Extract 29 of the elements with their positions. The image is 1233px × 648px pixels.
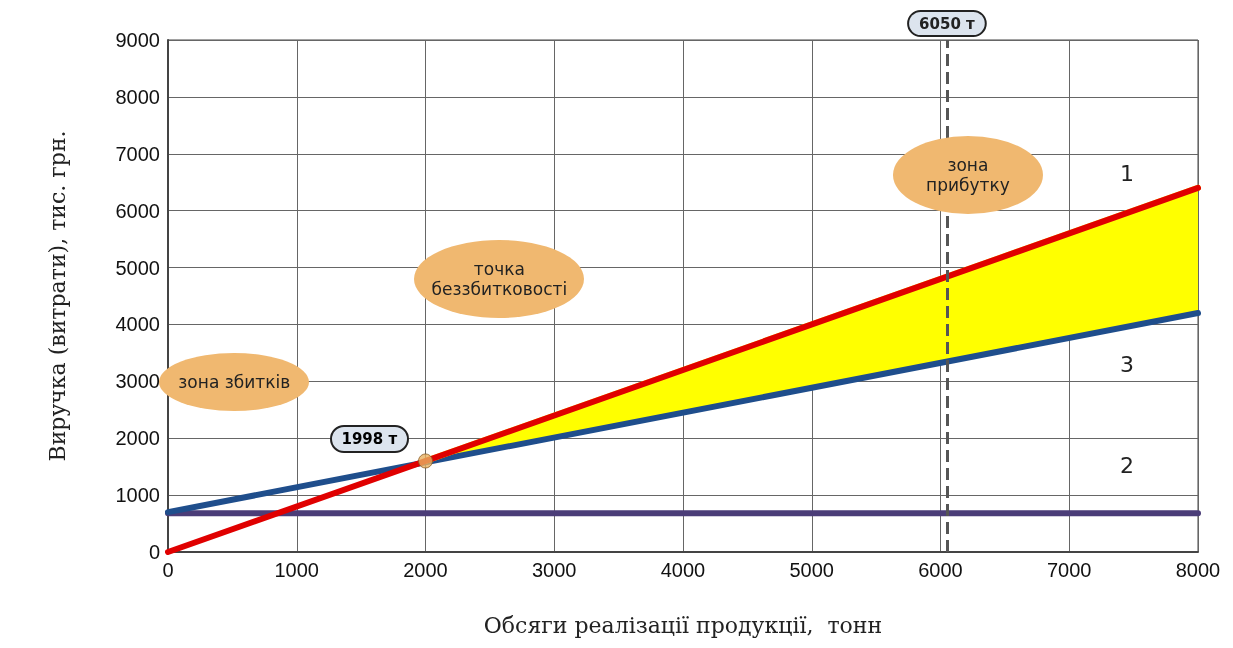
y-tick-label: 3000: [115, 370, 160, 393]
x-tick-label: 0: [162, 559, 174, 581]
series-label: 2: [1119, 453, 1134, 479]
callout-ellipse: зона збитків: [159, 353, 310, 412]
series-label: 1: [1119, 161, 1134, 187]
x-tick-label: 3000: [532, 559, 577, 581]
x-axis-title: Обсяги реалізації продукції, тонн: [483, 612, 883, 638]
x-tick-label: 5000: [789, 559, 834, 581]
y-axis-title: Виручка (витрати), тис. грн.: [44, 130, 70, 462]
x-tick-label: 8000: [1175, 559, 1221, 581]
annotation: 1998 т: [329, 424, 410, 453]
y-tick-label: 5000: [115, 256, 160, 279]
x-tick-label: 4000: [660, 559, 706, 581]
callout-ellipse: точка беззбитковості: [414, 239, 585, 318]
x-tick-label: 7000: [1047, 559, 1092, 581]
y-tick-label: 1000: [115, 484, 160, 507]
callout-ellipse: зона прибутку: [892, 135, 1043, 214]
y-tick-label: 7000: [115, 142, 160, 165]
series-label: 3: [1119, 352, 1134, 377]
y-tick-label: 2000: [115, 427, 160, 450]
y-tick-label: 6000: [115, 199, 160, 222]
x-tick-label: 1000: [274, 559, 319, 581]
y-tick-label: 4000: [115, 313, 160, 336]
x-tick-label: 2000: [403, 559, 448, 581]
x-tick-label: 6000: [918, 559, 963, 581]
y-tick-label: 8000: [115, 85, 160, 108]
y-tick-label: 0: [148, 541, 160, 563]
y-tick-label: 9000: [115, 29, 160, 51]
ref-line-label: 6050 т: [919, 14, 976, 33]
